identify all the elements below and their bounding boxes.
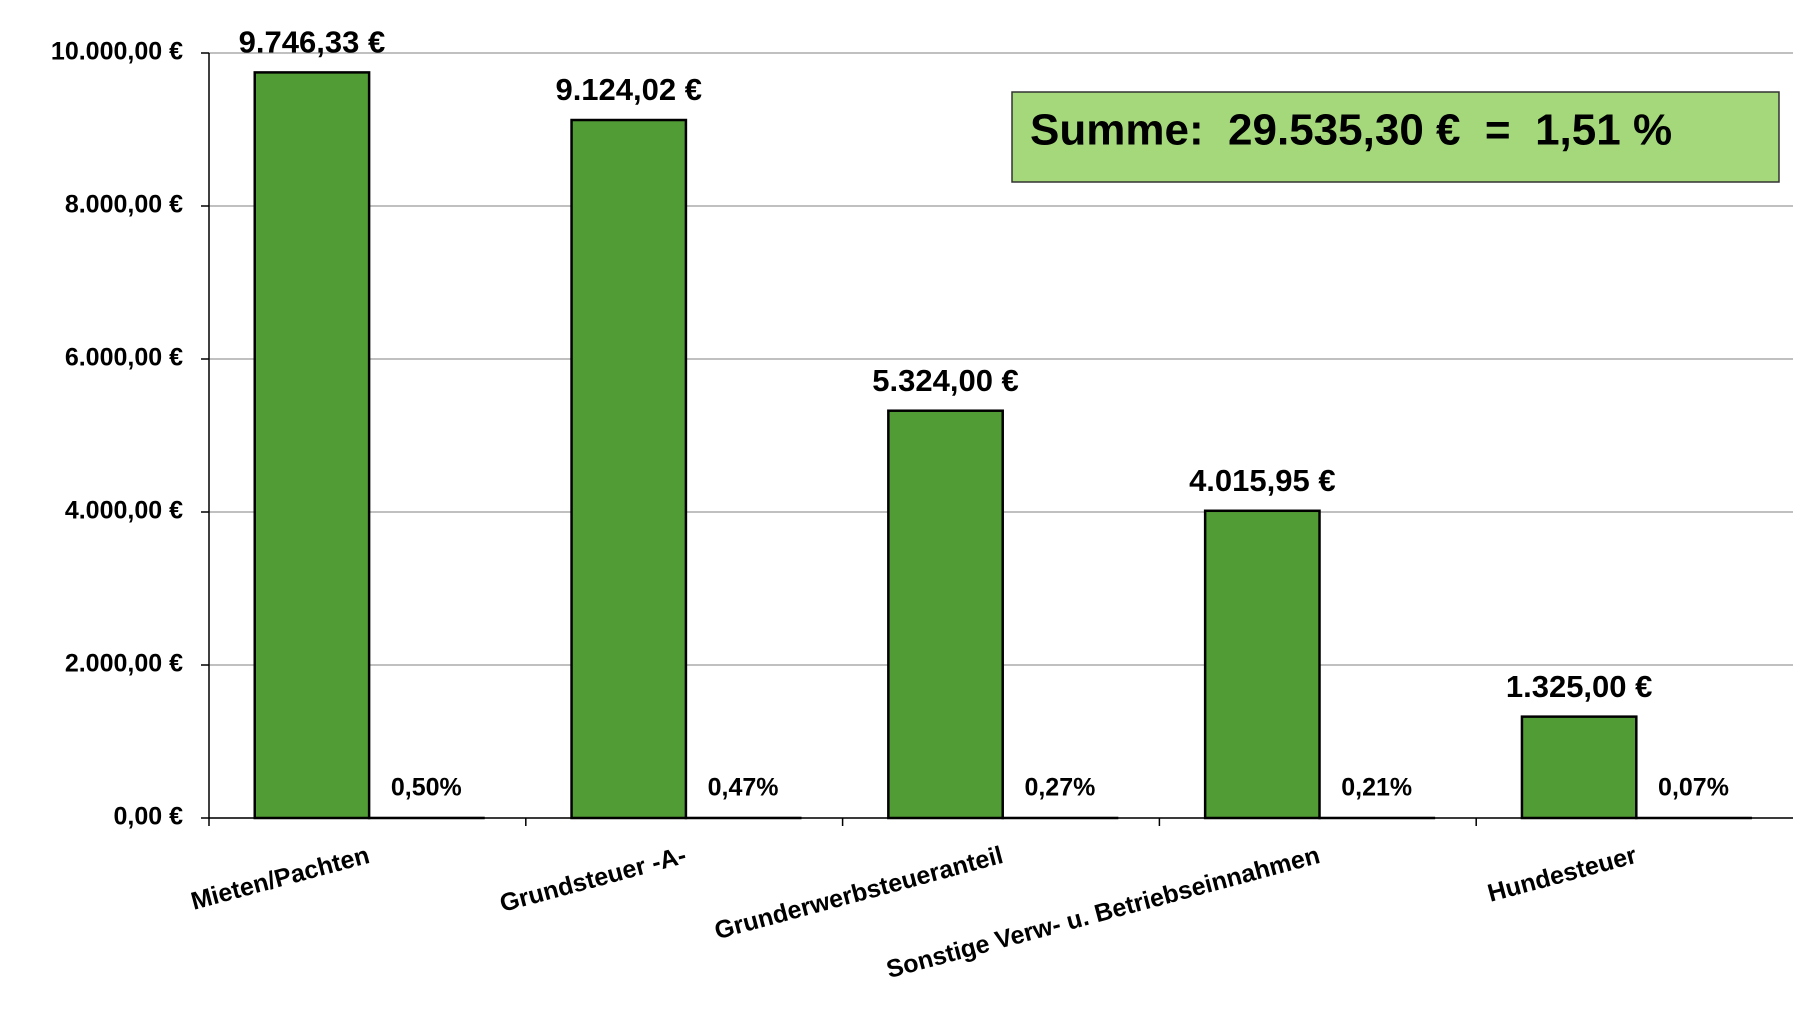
bar <box>1203 509 1321 820</box>
y-tick-label: 4.000,00 € <box>65 497 183 525</box>
y-tick-label: 0,00 € <box>113 803 183 831</box>
bar <box>253 71 371 820</box>
bar <box>570 118 688 820</box>
x-tick-label: Grunderwerbsteueranteil <box>712 841 1006 945</box>
y-tick-label: 8.000,00 € <box>65 191 183 219</box>
value-label: 4.015,95 € <box>1189 463 1336 498</box>
value-label: 9.124,02 € <box>555 72 702 107</box>
x-tick-label: Mieten/Pachten <box>188 841 372 916</box>
value-label: 0,07% <box>1658 774 1729 802</box>
bar <box>1520 715 1638 820</box>
bar <box>887 409 1004 820</box>
x-tick-label: Hundesteuer <box>1485 841 1640 908</box>
value-label: 1.325,00 € <box>1506 669 1653 704</box>
sum-annotation: Summe: 29.535,30 € = 1,51 % <box>1030 106 1672 155</box>
value-label: 9.746,33 € <box>239 25 386 60</box>
value-label: 0,50% <box>391 774 462 802</box>
value-label: 0,21% <box>1341 774 1412 802</box>
value-label: 5.324,00 € <box>872 363 1019 398</box>
value-label: 0,27% <box>1024 774 1095 802</box>
value-label: 0,47% <box>708 774 779 802</box>
y-tick-label: 10.000,00 € <box>51 38 183 66</box>
x-tick-label: Grundsteuer -A- <box>497 841 689 918</box>
sum-box <box>1011 91 1780 183</box>
y-tick-label: 2.000,00 € <box>65 650 183 678</box>
y-tick-label: 6.000,00 € <box>65 344 183 372</box>
